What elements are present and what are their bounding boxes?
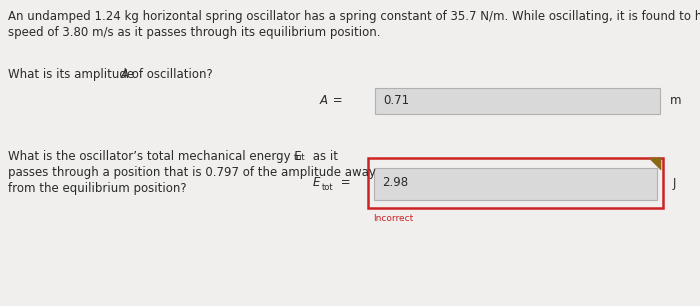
Text: 2.98: 2.98 [382, 177, 408, 189]
Text: as it: as it [309, 150, 338, 163]
Text: A: A [121, 68, 129, 81]
Polygon shape [649, 158, 661, 170]
Bar [375, 88, 660, 114]
Text: passes through a position that is 0.797 of the amplitude away: passes through a position that is 0.797 … [8, 166, 376, 179]
Text: tot: tot [294, 153, 306, 162]
Text: J: J [673, 177, 676, 189]
Bar [368, 158, 663, 208]
Text: What is its amplitude: What is its amplitude [8, 68, 138, 81]
Text: What is the oscillator’s total mechanical energy E: What is the oscillator’s total mechanica… [8, 150, 302, 163]
Text: =: = [337, 177, 351, 189]
Text: =: = [329, 95, 342, 107]
Text: speed of 3.80 m/s as it passes through its equilibrium position.: speed of 3.80 m/s as it passes through i… [8, 26, 381, 39]
Bar [374, 168, 657, 200]
Text: A: A [320, 95, 328, 107]
Text: tot: tot [322, 182, 334, 192]
Text: 0.71: 0.71 [383, 95, 409, 107]
Text: of oscillation?: of oscillation? [128, 68, 213, 81]
Text: An undamped 1.24 kg horizontal spring oscillator has a spring constant of 35.7 N: An undamped 1.24 kg horizontal spring os… [8, 10, 700, 23]
Text: E: E [313, 177, 321, 189]
Text: m: m [670, 95, 682, 107]
Text: from the equilibrium position?: from the equilibrium position? [8, 182, 187, 195]
Text: Incorrect: Incorrect [373, 214, 413, 223]
